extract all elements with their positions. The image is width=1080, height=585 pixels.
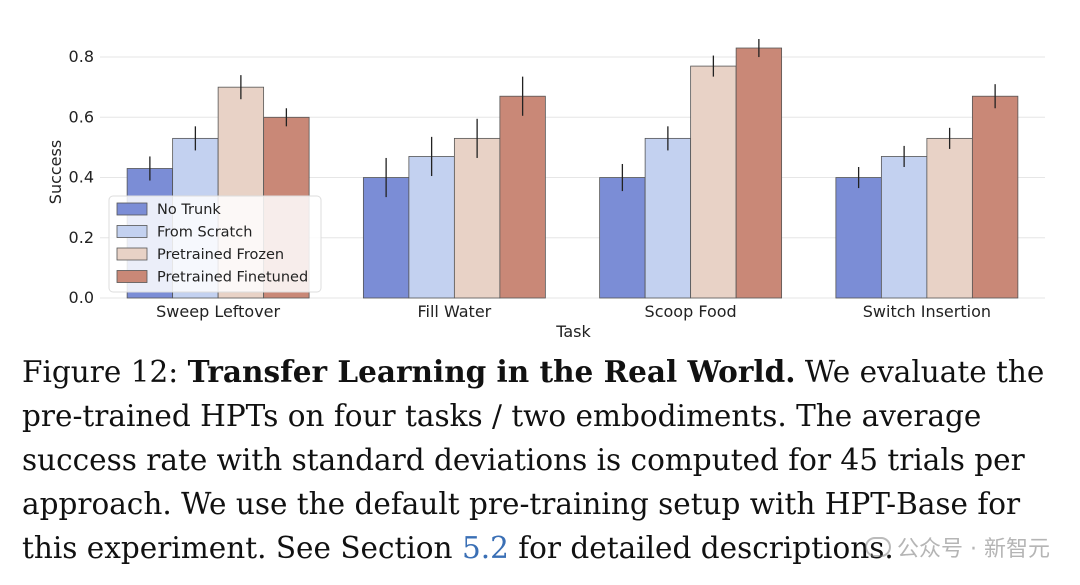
bar — [499, 95, 546, 299]
bar — [880, 156, 928, 299]
y-tick-label: 0.8 — [69, 47, 94, 66]
section-reference-link[interactable]: 5.2 — [461, 531, 509, 565]
legend-entry: Pretrained Frozen — [157, 247, 284, 263]
legend-swatch — [116, 247, 148, 261]
legend-entry: From Scratch — [157, 225, 252, 241]
watermark-text: 公众号 · 新智元 — [897, 537, 1050, 562]
y-tick-label: 0.6 — [69, 107, 94, 126]
y-tick-label: 0.2 — [69, 228, 94, 247]
caption-bold-title: Transfer Learning in the Real World. — [187, 354, 796, 389]
x-tick-label: Sweep Leftover — [156, 302, 280, 321]
x-tick-label: Fill Water — [417, 302, 491, 321]
legend-entry: No Trunk — [157, 202, 221, 218]
legend-swatch — [116, 270, 148, 283]
legend-entry: Pretrained Finetuned — [157, 270, 308, 286]
y-tick-label: 0.0 — [69, 288, 94, 307]
bar — [971, 95, 1019, 299]
bar — [835, 177, 882, 299]
bar — [599, 177, 646, 299]
caption-line-5: this experiment. See Section 5.2 for det… — [22, 526, 1072, 570]
bar — [926, 137, 973, 299]
x-axis-title: Task — [555, 322, 591, 341]
caption-line5-post: for detailed descriptions. — [508, 531, 894, 565]
legend-box — [108, 195, 322, 293]
caption-line-4: approach. We use the default pre-trainin… — [22, 487, 1021, 521]
bar — [362, 177, 410, 299]
watermark: 公众号 · 新智元 — [865, 531, 1050, 563]
bar — [735, 47, 783, 299]
wechat-icon — [865, 537, 892, 557]
bar-chart: 0.0 0.2 0.4 0.6 0.8 Sweep Leftover Fill Water S… — [46, 38, 1045, 341]
x-tick-label: Scoop Food — [645, 302, 737, 321]
bar — [408, 156, 455, 299]
figure-caption: Figure 12: Transfer Learning in the Real… — [22, 350, 1072, 570]
caption-line5-pre: this experiment. See Section — [22, 531, 462, 565]
y-tick-label: 0.4 — [69, 168, 94, 187]
caption-line-2: pre-trained HPTs on four tasks / two emb… — [22, 399, 982, 433]
legend-swatch — [116, 225, 148, 238]
caption-label: Figure 12: — [22, 355, 188, 389]
caption-line-3: success rate with standard deviations is… — [22, 443, 1025, 477]
bar — [453, 137, 501, 299]
x-tick-label: Switch Insertion — [863, 302, 991, 321]
bar — [690, 65, 737, 299]
caption-line1-rest: We evaluate the — [795, 355, 1045, 389]
bar — [644, 137, 692, 299]
chart-container: 0.0 0.2 0.4 0.6 0.8 Sweep Leftover Fill Water S… — [46, 38, 1045, 341]
y-axis-title: Success — [46, 140, 65, 204]
legend-swatch — [116, 202, 148, 216]
caption-line-1: Figure 12: Transfer Learning in the Real… — [22, 350, 1072, 394]
